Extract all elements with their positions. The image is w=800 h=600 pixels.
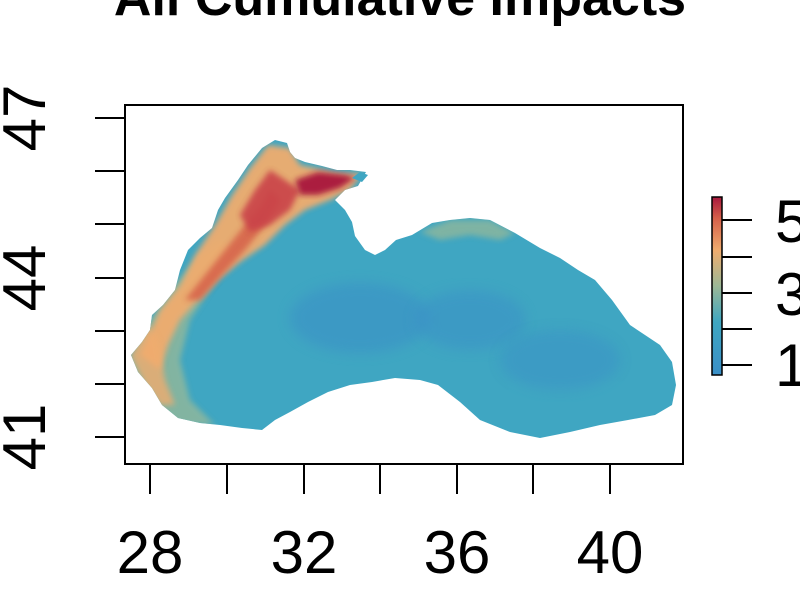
x-axis [149,464,611,494]
legend-tick-label: 1 [775,332,800,399]
y-tick-label: 41 [0,404,58,471]
odessa-gulf-zone [240,170,300,232]
bosphorus-coast-zone [131,325,175,405]
west-basin-shade [290,283,430,353]
x-tick-label: 32 [271,519,338,586]
y-tick-label: 47 [0,85,58,152]
x-tick-label: 40 [577,519,644,586]
legend-tick-label: 3 [775,261,800,328]
y-axis [95,117,125,438]
northwest-shelf-zone [140,145,362,370]
legend-colorbar: 5 3 1 [711,188,800,399]
y-tick-label: 44 [0,245,58,312]
central-basin-shade [415,290,525,350]
legend-tick-label: 5 [775,188,800,255]
legend-gradient [711,196,723,376]
kerch-strait-sliver [352,172,368,182]
northeast-coast-zone [420,220,515,240]
east-basin-shade [500,330,620,390]
impact-raster [131,140,676,438]
dnieper-estuary-zone [295,172,355,195]
map-title: All Cumulative Impacts [0,0,800,28]
plot-frame [124,104,684,465]
black-sea-base [131,140,676,438]
x-tick-label: 36 [424,519,491,586]
x-tick-label: 28 [117,519,184,586]
